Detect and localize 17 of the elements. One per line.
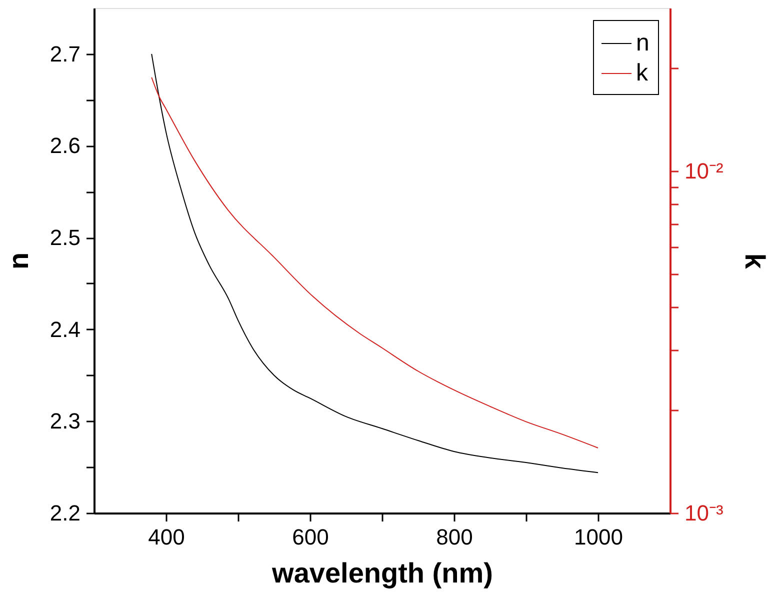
y2-tick-label: 10⁻³: [684, 500, 724, 526]
y-tick-label: 2.2: [50, 500, 80, 526]
x-axis-title: wavelength (nm): [271, 558, 493, 588]
y-tick-label: 2.3: [50, 408, 80, 434]
y2-tick-label: 10⁻²: [684, 158, 724, 184]
y-axis-title: n: [2, 252, 34, 270]
x-tick-label: 1000: [574, 524, 623, 550]
legend-label: n: [636, 30, 650, 56]
x-tick-label: 600: [292, 524, 329, 550]
y-tick-label: 2.7: [50, 41, 80, 66]
y2-axis-title: k: [739, 253, 770, 270]
legend-label: k: [636, 60, 649, 86]
y-tick-label: 2.6: [50, 133, 80, 158]
x-tick-label: 400: [148, 524, 185, 550]
x-tick-label: 800: [436, 524, 473, 550]
y-tick-label: 2.5: [50, 225, 80, 250]
y-tick-label: 2.4: [50, 316, 80, 342]
